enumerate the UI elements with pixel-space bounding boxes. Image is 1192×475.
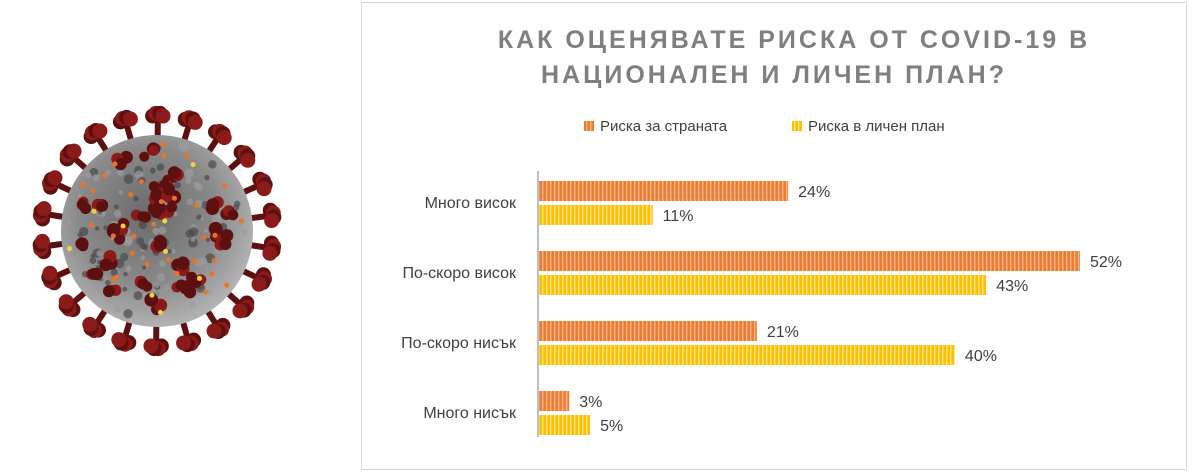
data-label: 11% [663, 208, 694, 225]
virus-spikes [32, 105, 282, 357]
bar-personal [538, 415, 591, 435]
data-label: 24% [798, 184, 830, 201]
bar-country [538, 391, 570, 411]
data-label: 21% [767, 324, 799, 341]
data-label: 40% [965, 348, 997, 365]
category-label: По-скоро висок [402, 265, 517, 282]
bar-country [538, 321, 757, 341]
category-label: Много нисък [423, 405, 517, 422]
data-label: 3% [579, 394, 602, 411]
bar-personal [538, 205, 653, 225]
plot-area: Много висок 24% 11% По-скоро висок 52% 43% По-… [401, 171, 1122, 437]
legend-label-country: Риска за страната [600, 118, 728, 135]
data-label: 52% [1090, 254, 1122, 271]
bar-chart: КАК ОЦЕНЯВАТЕ РИСКА ОТ COVID-19 В НАЦИОН… [401, 26, 1122, 437]
legend-label-personal: Риска в личен план [808, 118, 945, 135]
chart-area: КАК ОЦЕНЯВАТЕ РИСКА ОТ COVID-19 В НАЦИОН… [361, 2, 1187, 470]
legend-swatch-personal [792, 121, 802, 131]
chart-title-line-2: НАЦИОНАЛЕН И ЛИЧЕН ПЛАН? [541, 61, 1007, 89]
data-label: 43% [996, 278, 1028, 295]
bar-personal [538, 345, 955, 365]
bar-country [538, 181, 789, 201]
legend: Риска за страната Риска в личен план [584, 118, 945, 135]
legend-swatch-country [584, 121, 594, 131]
coronavirus-icon [32, 105, 282, 357]
coronavirus-illustration [18, 92, 296, 370]
category-label: Много висок [425, 195, 517, 212]
category-label: По-скоро нисък [401, 335, 517, 352]
bar-country [538, 251, 1080, 271]
data-label: 5% [600, 418, 623, 435]
chart-title-line-1: КАК ОЦЕНЯВАТЕ РИСКА ОТ COVID-19 В [498, 26, 1090, 54]
virus-surface-spikes [66, 141, 245, 316]
bar-personal [538, 275, 987, 295]
